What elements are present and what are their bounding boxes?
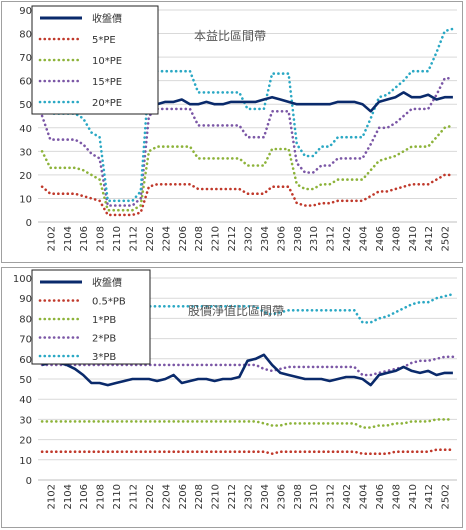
legend-label: 5*PE [92, 35, 116, 46]
x-tick-label: 2502 [441, 226, 452, 251]
y-tick-label: 0 [26, 476, 32, 487]
x-tick-label: 2112 [128, 226, 139, 251]
x-tick-label: 2412 [424, 226, 435, 251]
legend-label: 收盤價 [92, 12, 122, 25]
series-line-band [40, 292, 455, 324]
series-line-band [40, 27, 455, 203]
y-tick-label: 80 [19, 30, 32, 41]
x-tick-label: 2310 [309, 484, 320, 509]
series-line-band [40, 173, 455, 217]
x-tick-label: 2102 [46, 484, 57, 509]
y-tick-label: 40 [19, 395, 32, 406]
x-tick-label: 2408 [391, 226, 402, 251]
y-tick-label: 70 [19, 335, 32, 346]
x-tick-label: 2106 [79, 226, 90, 251]
series-line-band [40, 355, 455, 377]
chart-title: 股價淨值比區間帶 [188, 303, 284, 318]
x-tick-label: 2404 [359, 484, 370, 509]
x-tick-label: 2212 [227, 484, 238, 509]
series-line-band [40, 77, 455, 207]
x-tick-label: 2210 [211, 226, 222, 251]
series-line-close-price [41, 353, 453, 387]
x-tick-label: 2302 [244, 226, 255, 251]
x-tick-label: 2304 [260, 484, 271, 509]
x-tick-label: 2212 [227, 226, 238, 251]
x-tick-label: 2104 [63, 484, 74, 509]
y-tick-label: 50 [19, 100, 32, 111]
x-tick-label: 2106 [79, 484, 90, 509]
pb-band-chart: 0 10 20 30 40 50 60 70 80 90 100 2102 2104 2106 2108 21… [13, 269, 457, 509]
y-tick-label: 60 [19, 355, 32, 366]
x-tick-label: 2202 [145, 226, 156, 251]
x-tick-label: 2304 [260, 226, 271, 251]
x-tick-label: 2204 [161, 484, 172, 509]
x-tick-label: 2302 [244, 484, 255, 509]
x-tick-label: 2104 [63, 226, 74, 251]
x-tick-label: 2204 [161, 226, 172, 251]
series-line-band [40, 418, 455, 429]
x-tick-label: 2402 [342, 226, 353, 251]
legend-label: 15*PE [92, 77, 122, 88]
x-tick-label: 2306 [276, 484, 287, 509]
series-line-band [40, 124, 455, 212]
y-tick-label: 50 [19, 375, 32, 386]
legend-label: 收盤價 [92, 276, 122, 289]
x-tick-label: 2208 [194, 226, 205, 251]
x-tick-label: 2206 [178, 226, 189, 251]
x-tick-label: 2308 [293, 226, 304, 251]
x-tick-label: 2406 [375, 226, 386, 251]
x-tick-label: 2410 [408, 226, 419, 251]
x-tick-label: 2108 [96, 484, 107, 509]
chart-title: 本益比區間帶 [194, 29, 266, 43]
x-tick-label: 2102 [46, 226, 57, 251]
x-tick-label: 2210 [211, 484, 222, 509]
legend-label: 2*PB [92, 334, 116, 345]
x-tick-label: 2306 [276, 226, 287, 251]
y-tick-label: 70 [19, 53, 32, 64]
y-tick-label: 30 [19, 415, 32, 426]
x-tick-label: 2312 [326, 484, 337, 509]
legend-label: 0.5*PB [92, 297, 126, 308]
x-tick-label: 2110 [112, 226, 123, 251]
y-tick-label: 10 [19, 456, 32, 467]
x-tick-label: 2408 [391, 484, 402, 509]
x-tick-label: 2206 [178, 484, 189, 509]
x-tick-label: 2108 [96, 226, 107, 251]
x-tick-label: 2208 [194, 484, 205, 509]
x-tick-label: 2312 [326, 226, 337, 251]
x-tick-label: 2404 [359, 226, 370, 251]
y-tick-label: 90 [19, 6, 32, 17]
legend-box [31, 269, 151, 365]
pb-band-chart-panel: 0 10 20 30 40 50 60 70 80 90 100 2102 2104 2106 2108 21… [1, 267, 463, 528]
x-tick-label: 2412 [424, 484, 435, 509]
y-tick-label: 80 [19, 314, 32, 325]
x-tick-label: 2410 [408, 484, 419, 509]
legend-label: 20*PE [92, 98, 122, 109]
y-tick-label: 20 [19, 171, 32, 182]
pe-band-chart-panel: 0 10 20 30 40 50 60 70 80 90 2102 2104 2106 2108 2110 2… [1, 1, 463, 263]
legend-label: 3*PB [92, 352, 116, 363]
legend-label: 10*PE [92, 56, 122, 67]
y-tick-label: 90 [19, 294, 32, 305]
y-tick-label: 30 [19, 147, 32, 158]
x-tick-label: 2406 [375, 484, 386, 509]
x-tick-label: 2502 [441, 484, 452, 509]
legend-label: 1*PB [92, 315, 116, 326]
y-tick-label: 10 [19, 194, 32, 205]
x-tick-label: 2310 [309, 226, 320, 251]
x-tick-label: 2110 [112, 484, 123, 509]
y-tick-label: 40 [19, 124, 32, 135]
y-tick-label: 20 [19, 436, 32, 447]
x-tick-label: 2402 [342, 484, 353, 509]
y-tick-label: 60 [19, 77, 32, 88]
x-tick-label: 2202 [145, 484, 156, 509]
x-tick-label: 2112 [128, 484, 139, 509]
x-tick-label: 2308 [293, 484, 304, 509]
y-tick-label: 100 [13, 274, 32, 285]
y-tick-label: 0 [26, 218, 32, 229]
series-line-band [40, 448, 455, 456]
pe-band-chart: 0 10 20 30 40 50 60 70 80 90 2102 2104 2106 2108 2110 2… [19, 5, 457, 251]
